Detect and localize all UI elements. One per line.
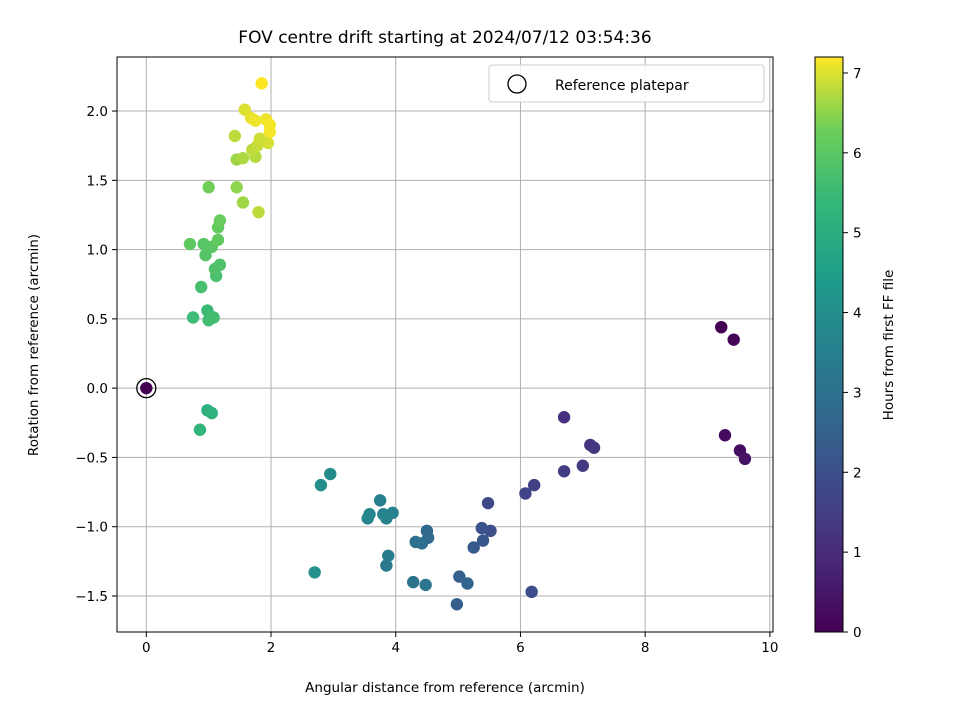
data-point (211, 233, 225, 247)
data-point (453, 570, 466, 583)
data-point (373, 494, 387, 507)
colorbar (814, 56, 844, 633)
x-tick-label: 0 (142, 640, 151, 656)
reference-point-marker (136, 377, 157, 399)
data-point (380, 512, 393, 525)
data-point (228, 129, 242, 143)
data-point (194, 280, 208, 294)
data-point (727, 333, 740, 346)
plot-frame (116, 56, 774, 633)
data-point (208, 262, 222, 276)
data-point (476, 534, 490, 547)
data-point (718, 429, 732, 442)
y-axis-label: Rotation from reference (arcmin) (26, 234, 42, 456)
data-point (193, 423, 207, 436)
colorbar-tick-label: 4 (853, 306, 862, 322)
data-point (202, 181, 215, 194)
colorbar-tick-label: 1 (853, 545, 862, 561)
data-point (519, 487, 532, 500)
data-point (382, 549, 395, 562)
data-point (406, 575, 420, 589)
y-tick-label: 1.5 (87, 173, 108, 189)
data-point (461, 577, 474, 590)
x-axis-label: Angular distance from reference (arcmin) (305, 680, 585, 696)
legend-marker (507, 74, 527, 94)
data-point (450, 598, 464, 611)
data-point (481, 496, 495, 510)
x-tick-label: 8 (641, 640, 650, 656)
data-point (183, 237, 197, 251)
data-point (324, 467, 337, 481)
data-point (738, 452, 752, 466)
data-point (261, 136, 275, 150)
y-tick-label: 0.0 (87, 381, 108, 397)
data-point (263, 125, 276, 139)
colorbar-label: Hours from first FF file (881, 270, 897, 421)
y-tick-label: −1.0 (75, 520, 108, 536)
colorbar-ticks: 0 1 2 3 4 5 6 7 (843, 66, 862, 641)
legend: Reference platepar (488, 64, 765, 103)
data-point (380, 559, 393, 572)
data-point (236, 196, 250, 209)
legend-label: Reference platepar (555, 78, 689, 94)
chart-title: FOV centre drift starting at 2024/07/12 … (238, 28, 651, 48)
data-point (186, 311, 200, 324)
colorbar-tick-label: 0 (853, 625, 862, 641)
data-point (361, 512, 374, 525)
data-point (467, 541, 480, 554)
colorbar-tick-label: 3 (853, 385, 862, 401)
data-point (419, 578, 432, 592)
legend-box (488, 64, 765, 103)
reference-point-fill (140, 381, 153, 395)
grid (117, 57, 773, 632)
data-point (249, 114, 262, 127)
data-point (207, 311, 220, 324)
data-point (527, 478, 541, 492)
data-point (525, 585, 538, 599)
data-point (230, 181, 243, 194)
data-point (252, 205, 265, 219)
data-point (475, 521, 488, 535)
data-point (557, 465, 571, 478)
data-point (314, 478, 328, 492)
y-tick-label: 0.5 (87, 312, 108, 328)
y-tick-label: −1.5 (75, 589, 108, 605)
data-point (576, 459, 590, 472)
data-point (255, 77, 268, 90)
data-point (213, 214, 227, 227)
x-tick-label: 6 (516, 640, 525, 656)
y-tick-label: 1.0 (87, 243, 108, 259)
data-point (205, 406, 218, 420)
data-point (557, 411, 571, 424)
colorbar-tick-label: 5 (853, 226, 862, 242)
x-tick-label: 4 (391, 640, 400, 656)
x-tick-label: 10 (761, 640, 778, 656)
y-tick-label: 2.0 (87, 104, 108, 120)
data-point (587, 441, 601, 454)
data-point (409, 535, 422, 549)
x-tick-label: 2 (267, 640, 276, 656)
y-tick-label: −0.5 (75, 450, 108, 466)
data-point (236, 151, 250, 165)
colorbar-tick-label: 7 (853, 66, 862, 82)
data-point (715, 320, 728, 334)
data-points (136, 77, 752, 611)
axis-ticks: 0 2 4 6 8 10 −1.5 −1.0 −0.5 0.0 0.5 1.0 1.5 2.0 (75, 104, 778, 656)
colorbar-tick-label: 2 (853, 465, 862, 481)
colorbar-tick-label: 6 (853, 146, 862, 162)
data-point (308, 566, 321, 579)
